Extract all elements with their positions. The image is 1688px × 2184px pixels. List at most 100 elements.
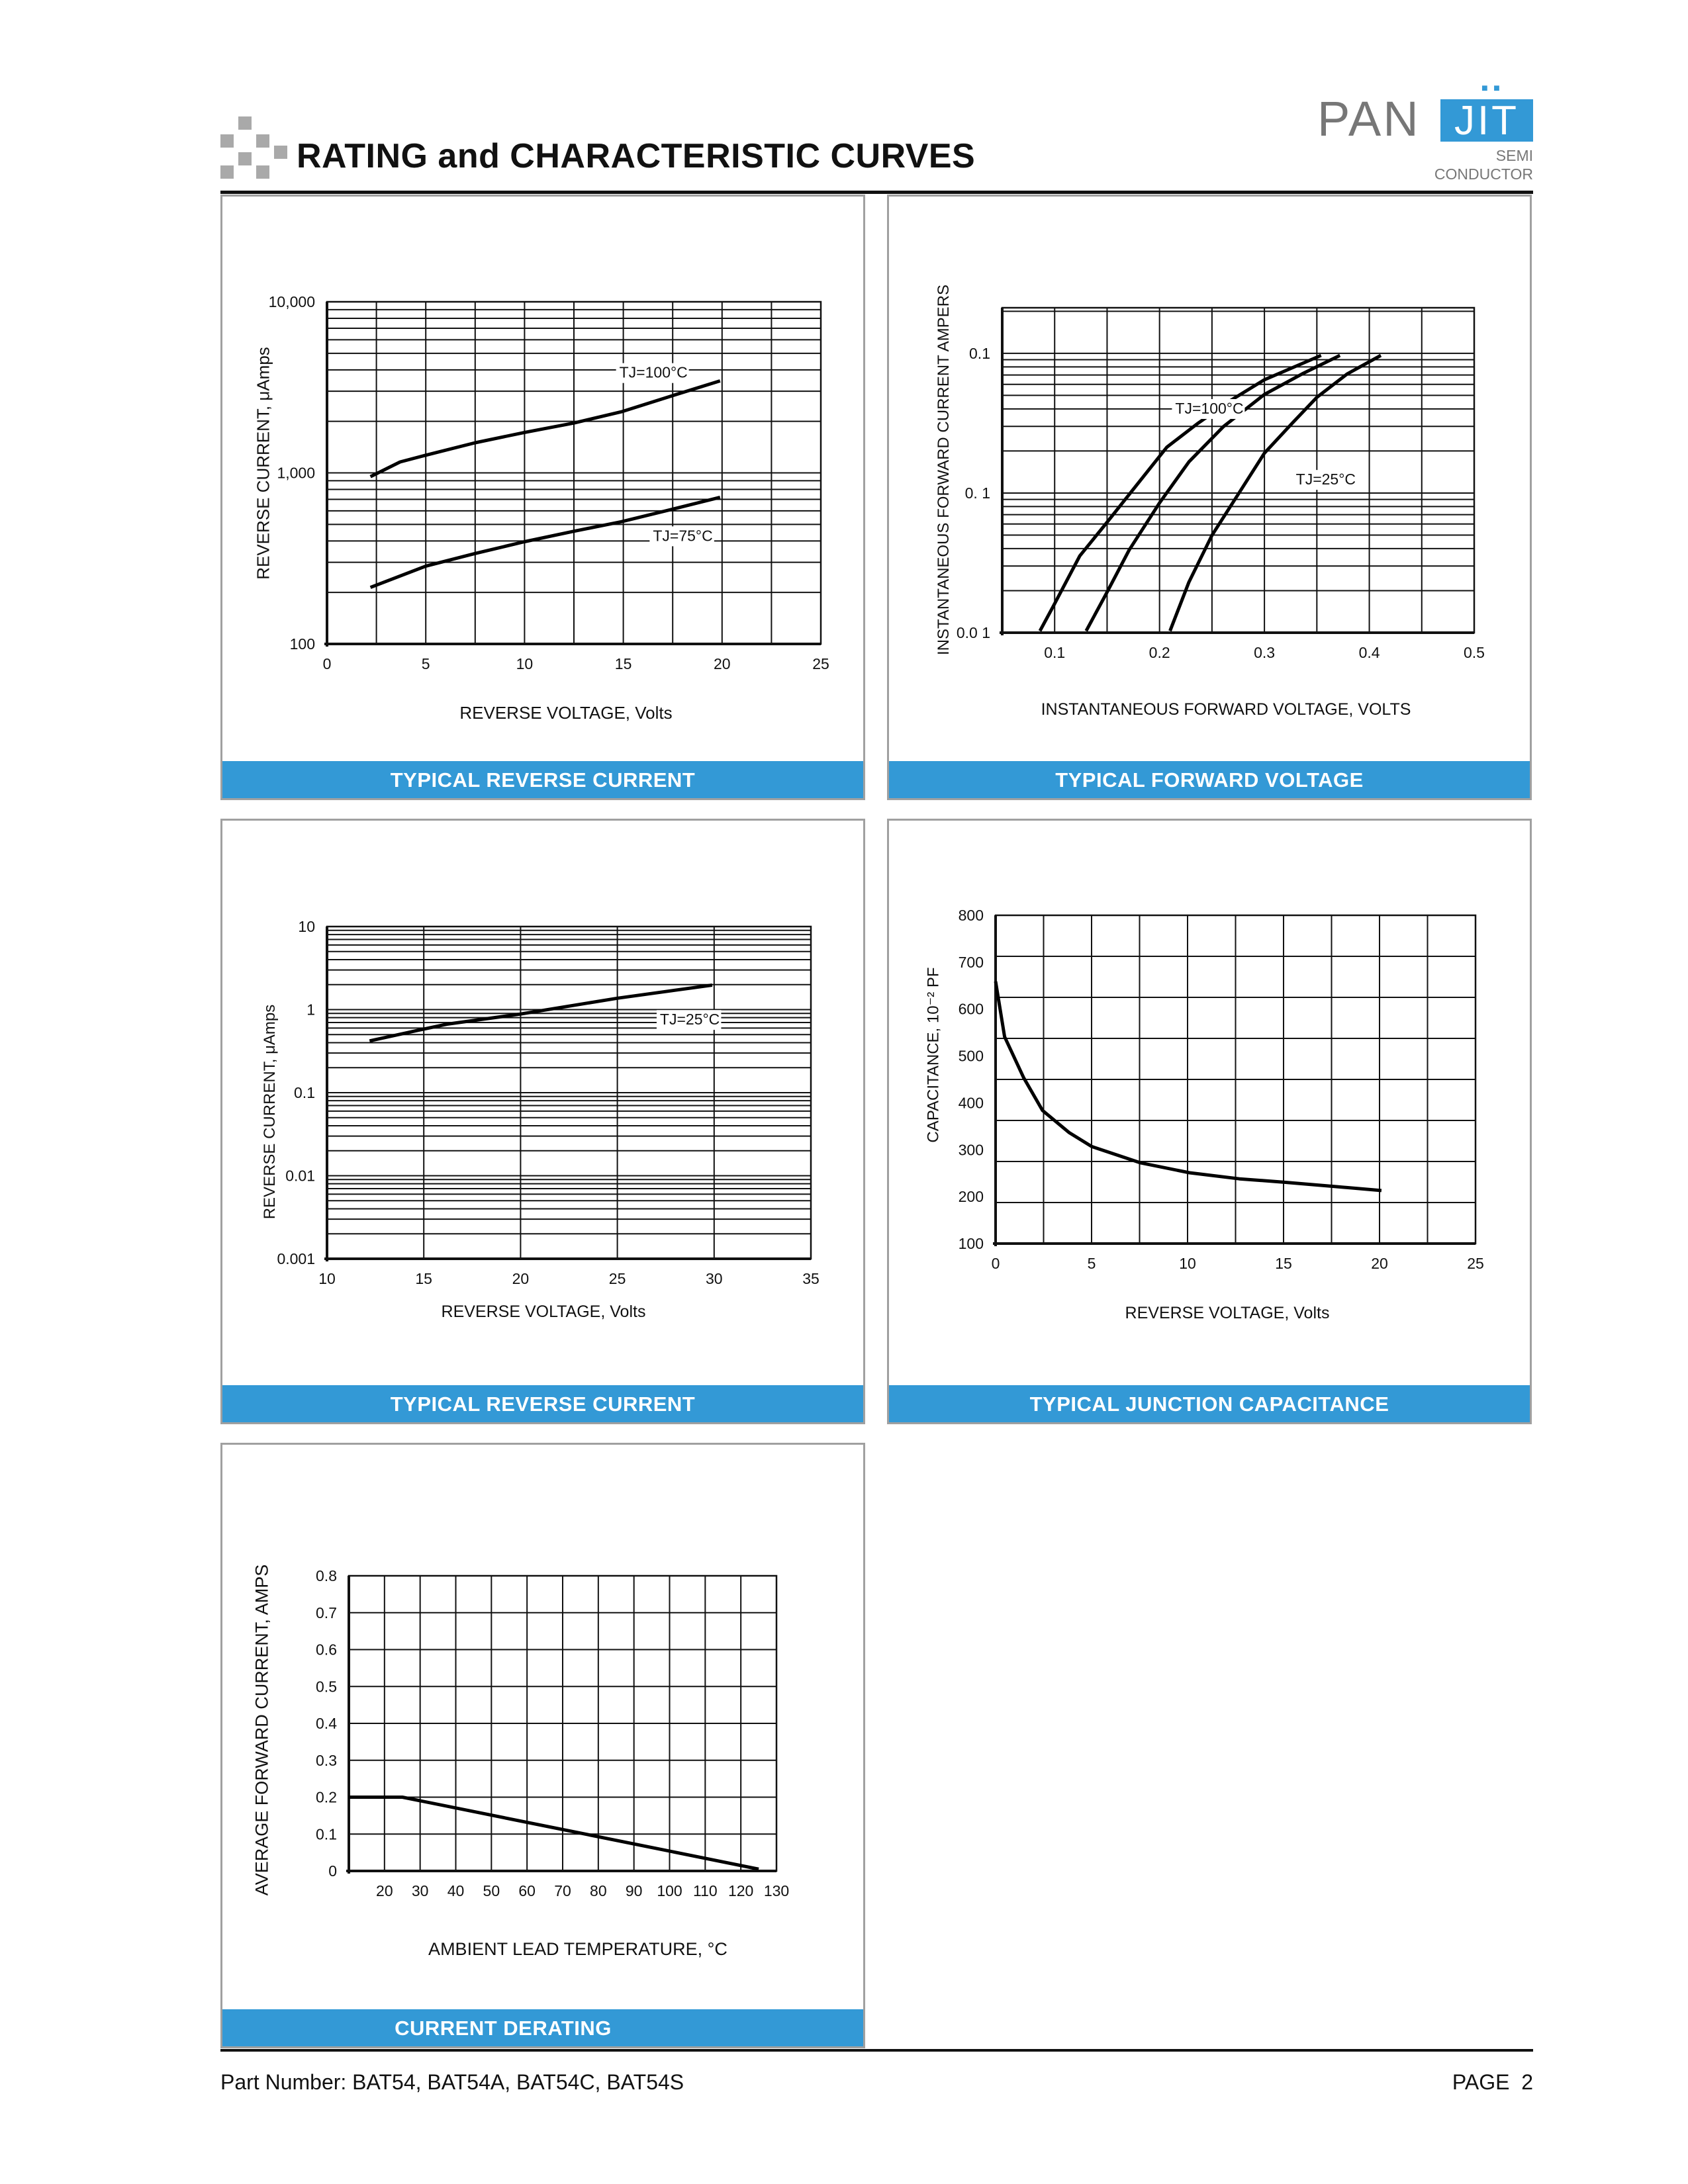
x-tick-label: 20 xyxy=(1371,1255,1388,1272)
y-tick-label: 0. 1 xyxy=(965,484,990,502)
y-tick-label: 0.1 xyxy=(316,1825,337,1843)
series-line-1 xyxy=(1038,353,1322,632)
x-axis-title: AMBIENT LEAD TEMPERATURE, °C xyxy=(428,1939,727,1959)
logo-jit-text: JIT xyxy=(1440,99,1533,143)
x-tick-label: 5 xyxy=(1088,1255,1096,1272)
curve-label: TJ=75°C xyxy=(653,527,712,544)
x-tick-label: 30 xyxy=(412,1882,429,1899)
x-tick-label: 35 xyxy=(802,1270,820,1287)
x-tick-label: 25 xyxy=(609,1270,626,1287)
x-tick-label: 80 xyxy=(590,1882,607,1899)
annotation-background xyxy=(649,526,714,547)
y-tick-label: 0.2 xyxy=(316,1789,337,1806)
annotation-background xyxy=(1292,470,1358,490)
x-tick-label: 70 xyxy=(554,1882,571,1899)
x-tick-label: 10 xyxy=(318,1270,336,1287)
annotation-background xyxy=(616,363,689,383)
panel-title: TYPICAL REVERSE CURRENT xyxy=(222,1385,863,1422)
annotation-background xyxy=(656,1010,722,1030)
y-tick-label: 0.0 1 xyxy=(957,624,990,641)
x-tick-label: 15 xyxy=(1275,1255,1292,1272)
curve-label: TJ=100°C xyxy=(620,364,688,381)
x-tick-label: 120 xyxy=(728,1882,753,1899)
x-tick-label: 0 xyxy=(323,655,332,672)
y-tick-label: 100 xyxy=(959,1235,984,1252)
curve-label: TJ=100°C xyxy=(1175,400,1243,417)
chart-2: 0.1 0.2 0.3 0.4 0.5 0.0 1 0. 1 0.1 TJ=100°C TJ=25… xyxy=(957,306,1485,661)
y-tick-label: 10,000 xyxy=(269,293,315,310)
logo-semi-text: SEMI xyxy=(1495,147,1533,164)
series-line-1 xyxy=(349,1796,759,1871)
y-tick-label: 400 xyxy=(959,1094,984,1111)
x-tick-label: 90 xyxy=(626,1882,643,1899)
x-tick-label: 25 xyxy=(1467,1255,1484,1272)
x-tick-label: 0.5 xyxy=(1464,644,1485,661)
page-number: PAGE 2 xyxy=(1452,2070,1533,2094)
x-tick-label: 15 xyxy=(415,1270,432,1287)
x-tick-label: 130 xyxy=(764,1882,789,1899)
y-tick-label: 500 xyxy=(959,1048,984,1065)
y-tick-label: 0.5 xyxy=(316,1678,337,1695)
x-tick-label: 10 xyxy=(516,655,534,672)
x-tick-label: 20 xyxy=(512,1270,530,1287)
page-title: RATING and CHARACTERISTIC CURVES xyxy=(297,137,976,175)
x-tick-label: 110 xyxy=(693,1882,718,1899)
x-tick-label: 60 xyxy=(518,1882,536,1899)
x-tick-label: 0.1 xyxy=(1044,644,1065,661)
y-tick-label: 0.3 xyxy=(316,1752,337,1769)
series-line-2 xyxy=(369,495,721,589)
x-tick-label: 0 xyxy=(992,1255,1000,1272)
chart-3: 10 15 20 25 30 35 0.001 0.01 0.1 1 10 TJ=25°C xyxy=(277,918,819,1287)
chart-1: 0 5 10 15 20 25 100 1,000 10,000 TJ=100°C TJ=75°C xyxy=(269,293,829,672)
y-tick-label: 0.6 xyxy=(316,1641,337,1659)
panel-title: CURRENT DERATING xyxy=(222,2009,863,2046)
plot-frame xyxy=(1001,306,1476,634)
x-axis-title: REVERSE VOLTAGE, Volts xyxy=(441,1302,646,1321)
y-tick-label: 0.01 xyxy=(285,1167,315,1185)
y-tick-label: 1,000 xyxy=(277,465,315,482)
x-tick-label: 0.2 xyxy=(1149,644,1170,661)
y-tick-label: 600 xyxy=(959,1001,984,1018)
y-tick-label: 700 xyxy=(959,954,984,971)
series-line-1 xyxy=(369,379,721,478)
y-tick-label: 0.001 xyxy=(277,1250,315,1267)
x-axis-title: REVERSE VOLTAGE, Volts xyxy=(1125,1304,1330,1322)
x-tick-label: 25 xyxy=(812,655,829,672)
series-line-3 xyxy=(1168,353,1382,632)
annotation-background xyxy=(1172,399,1245,420)
y-tick-label: 0 xyxy=(328,1862,337,1880)
x-axis-title: REVERSE VOLTAGE, Volts xyxy=(459,703,673,723)
y-tick-label: 0.4 xyxy=(316,1715,337,1732)
part-number: Part Number: BAT54, BAT54A, BAT54C, BAT5… xyxy=(220,2070,684,2094)
x-tick-label: 30 xyxy=(706,1270,723,1287)
y-tick-label: 0.1 xyxy=(969,345,990,362)
series-line-1 xyxy=(369,983,713,1043)
x-tick-label: 20 xyxy=(714,655,731,672)
series-line-1 xyxy=(994,981,1382,1193)
x-tick-label: 0.3 xyxy=(1254,644,1275,661)
x-tick-label: 20 xyxy=(376,1882,393,1899)
logo-dots-icon: ■ ■ xyxy=(1481,83,1501,94)
curve-label: TJ=25°C xyxy=(1296,471,1356,488)
x-tick-label: 0.4 xyxy=(1359,644,1380,661)
x-tick-label: 50 xyxy=(483,1882,500,1899)
logo-conductor-text: CONDUCTOR xyxy=(1434,165,1533,183)
x-tick-label: 15 xyxy=(615,655,632,672)
panel-title: TYPICAL REVERSE CURRENT xyxy=(222,761,863,798)
panel-current-derating: CURRENT DERATING xyxy=(220,1443,865,2048)
panel-forward-voltage: TYPICAL FORWARD VOLTAGE xyxy=(887,195,1532,800)
y-tick-label: 800 xyxy=(959,907,984,924)
x-tick-label: 100 xyxy=(657,1882,682,1899)
header-rule xyxy=(220,191,1533,194)
panel-title: TYPICAL FORWARD VOLTAGE xyxy=(889,761,1530,798)
panel-title: TYPICAL JUNCTION CAPACITANCE xyxy=(889,1385,1530,1422)
series-line-2 xyxy=(1084,353,1341,632)
chart-5: 20 30 40 50 60 70 80 90 100 110 120 130 0 0.1 0.2 0.3 0.… xyxy=(316,1567,789,1899)
chart-4: 0 5 10 15 20 25 100 200 300 400 500 600 700 800 xyxy=(959,907,1484,1272)
y-tick-label: 0.7 xyxy=(316,1604,337,1621)
y-tick-label: 100 xyxy=(290,635,315,653)
y-tick-label: 0.8 xyxy=(316,1567,337,1584)
y-tick-label: 300 xyxy=(959,1141,984,1158)
x-tick-label: 10 xyxy=(1179,1255,1196,1272)
